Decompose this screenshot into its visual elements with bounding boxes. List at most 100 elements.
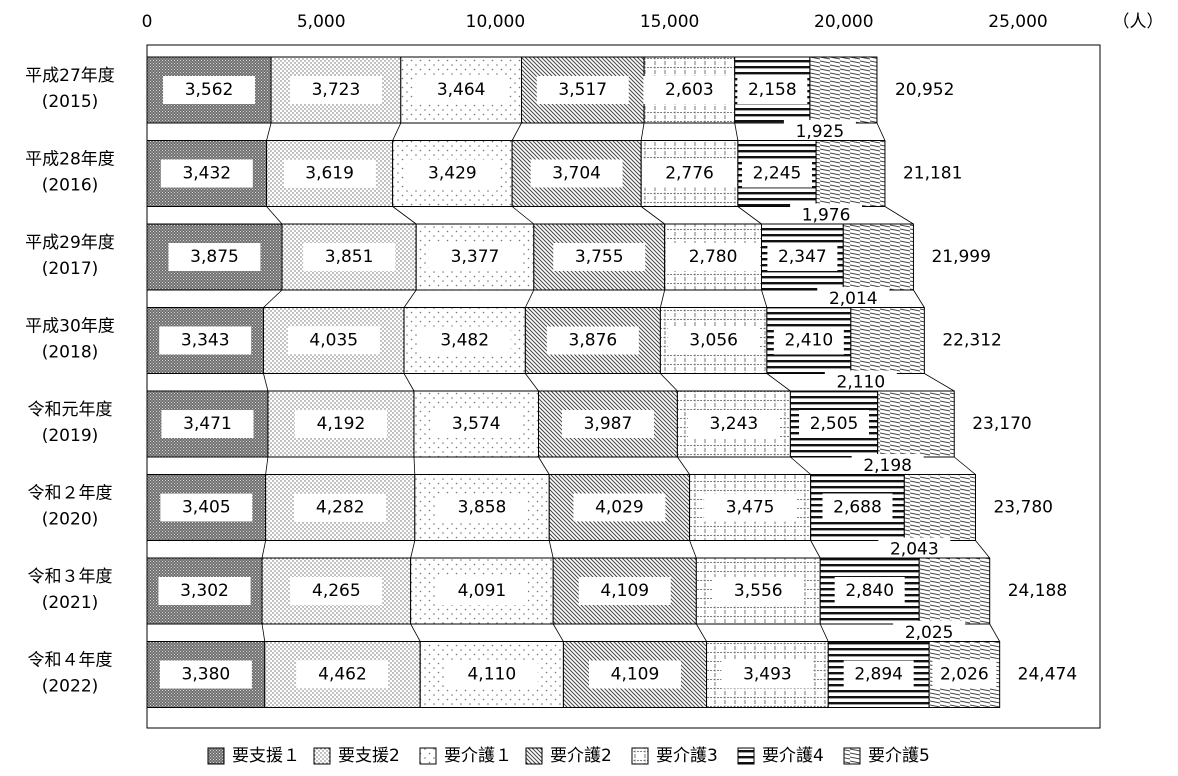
value-label: 4,265 <box>312 581 361 601</box>
value-label: 2,505 <box>810 414 859 434</box>
value-label-bg <box>294 410 387 438</box>
value-label-bg <box>445 660 538 689</box>
x-tick-label: 20,000 <box>814 12 873 32</box>
value-label-bg <box>588 660 681 689</box>
connector-line <box>265 456 269 475</box>
value-label: 2,110 <box>837 373 886 393</box>
bar-segment <box>815 140 886 207</box>
connector-line <box>548 540 554 559</box>
connector-line <box>263 289 283 308</box>
total-label: 21,181 <box>903 164 962 184</box>
total-label: 20,952 <box>895 80 954 100</box>
value-label: 2,410 <box>785 331 834 351</box>
connector-line <box>924 373 955 392</box>
value-label: 3,471 <box>183 414 232 434</box>
value-label: 3,475 <box>726 498 775 518</box>
category-year-label: (2020) <box>42 510 99 530</box>
connector-line <box>876 122 886 141</box>
value-label: 2,198 <box>863 456 912 476</box>
connector-line <box>403 373 415 392</box>
value-label: 2,347 <box>778 247 827 267</box>
connector-line <box>975 540 991 559</box>
value-label: 4,462 <box>318 665 367 685</box>
value-label-bg <box>553 243 646 271</box>
connector-line <box>261 623 266 642</box>
value-label: 3,405 <box>182 498 231 518</box>
x-tick-label: 10,000 <box>466 12 525 32</box>
bar-segment <box>918 557 991 625</box>
value-label-bg <box>712 577 805 605</box>
total-label: 23,170 <box>972 414 1031 434</box>
value-label-bg <box>737 76 808 104</box>
connector-line <box>766 373 791 392</box>
legend-swatch <box>525 747 543 765</box>
category-year-label: (2019) <box>42 426 99 446</box>
value-label: 2,043 <box>890 540 939 560</box>
value-label-bg <box>704 493 797 522</box>
legend-label: 要支援2 <box>338 746 400 766</box>
total-label: 24,474 <box>1018 665 1077 685</box>
category-year-label: (2016) <box>42 176 99 196</box>
total-label: 24,188 <box>1008 581 1067 601</box>
legend-swatch <box>631 747 649 765</box>
connector-line <box>737 206 762 225</box>
value-label: 2,158 <box>748 80 797 100</box>
category-year-label: (2018) <box>42 343 99 363</box>
value-label-bg <box>643 76 736 104</box>
connector-line <box>819 623 829 642</box>
connector-line <box>410 540 416 559</box>
bar-segment <box>903 474 976 541</box>
value-label-bg <box>932 660 997 689</box>
value-label-bg <box>561 410 654 438</box>
connector-line <box>511 206 535 225</box>
value-label: 3,704 <box>552 164 601 184</box>
connector-line <box>913 289 925 308</box>
value-label: 4,192 <box>317 414 366 434</box>
value-label-bg <box>741 159 812 188</box>
connector-line <box>410 623 421 642</box>
value-label: 2,776 <box>665 164 714 184</box>
total-label: 21,999 <box>931 247 990 267</box>
value-label-bg <box>161 410 254 438</box>
connector-line <box>392 206 417 225</box>
bar-segment <box>809 56 878 124</box>
value-label-bg <box>303 243 396 271</box>
value-label: 4,282 <box>316 498 365 518</box>
value-label-bg <box>834 577 905 605</box>
value-label-bg <box>687 410 780 438</box>
category-label: 平成30年度 <box>25 317 115 337</box>
unit-label: （人） <box>1113 12 1164 32</box>
value-label: 4,091 <box>458 581 507 601</box>
value-label-bg <box>287 326 380 355</box>
connector-line <box>810 540 821 559</box>
legend-swatch <box>419 747 437 765</box>
value-label: 3,619 <box>305 164 354 184</box>
value-label: 3,429 <box>428 164 477 184</box>
value-label-bg <box>289 76 382 104</box>
value-label-bg <box>721 660 814 689</box>
value-label-bg <box>667 326 760 355</box>
category-label: 令和３年度 <box>28 567 113 587</box>
value-label-bg <box>573 493 666 522</box>
value-label-bg <box>418 326 511 355</box>
connector-line <box>734 122 739 141</box>
legend-label: 要介護１ <box>444 746 512 766</box>
value-label-bg <box>296 660 389 689</box>
category-year-label: (2021) <box>42 593 99 613</box>
connector-line <box>552 623 564 642</box>
value-label-bg <box>163 76 256 104</box>
value-label: 3,464 <box>437 80 486 100</box>
connector-line <box>392 122 402 141</box>
value-label-bg <box>435 577 528 605</box>
value-label: 3,482 <box>440 331 489 351</box>
connector-line <box>677 456 690 475</box>
legend-swatch <box>207 747 225 765</box>
value-label-bg <box>822 493 893 522</box>
value-label: 2,840 <box>845 581 894 601</box>
value-label-bg <box>168 243 261 271</box>
legend-label: 要介護5 <box>868 746 930 766</box>
connector-line <box>761 289 768 308</box>
value-label-bg <box>290 577 383 605</box>
value-label: 3,562 <box>185 80 234 100</box>
legend-label: 要介護3 <box>656 746 718 766</box>
